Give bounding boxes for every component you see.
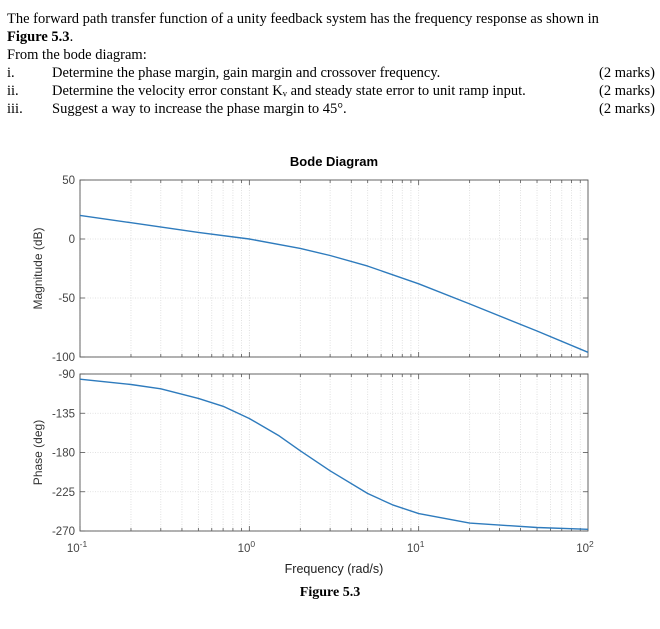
magnitude-ylabel: Magnitude (dB) [31,227,45,309]
phase-ytick-label: -90 [58,369,75,381]
phase-ytick-label: -225 [52,487,75,499]
x-axis-label: Frequency (rad/s) [285,562,384,576]
x-tick-label: 10-1 [67,539,88,555]
phase-curve [79,378,589,530]
magnitude-ytick-label: -50 [58,293,75,305]
phase-ytick-label: -270 [52,526,75,538]
chart-title: Bode Diagram [290,154,378,169]
magnitude-plot-area [80,180,588,357]
magnitude-ytick-label: -100 [52,352,75,364]
x-tick-label: 102 [576,539,594,555]
from-line: From the bode diagram: [7,47,147,63]
magnitude-ytick-label: 0 [69,234,75,246]
magnitude-axes-frame [79,179,589,358]
question-text: The forward path transfer function of a … [7,10,655,118]
question-item-3: iii. Suggest a way to increase the phase… [7,101,655,117]
intro-line: The forward path transfer function of a … [7,11,599,27]
phase-plot-area [80,374,588,531]
phase-axes-frame [79,373,589,532]
intro-figure-ref: Figure 5.3. [7,29,74,45]
x-tick-label: 101 [407,539,425,555]
figure-caption: Figure 5.3 [299,585,361,600]
question-item-1: i. Determine the phase margin, gain marg… [7,65,655,81]
phase-ylabel: Phase (deg) [31,420,45,485]
magnitude-ytick-label: 50 [62,175,75,187]
question-item-2: ii. Determine the velocity error constan… [7,83,655,99]
phase-ytick-label: -180 [52,448,75,460]
phase-ytick-label: -135 [52,408,75,420]
x-tick-label: 100 [238,539,256,555]
magnitude-curve [79,214,589,353]
